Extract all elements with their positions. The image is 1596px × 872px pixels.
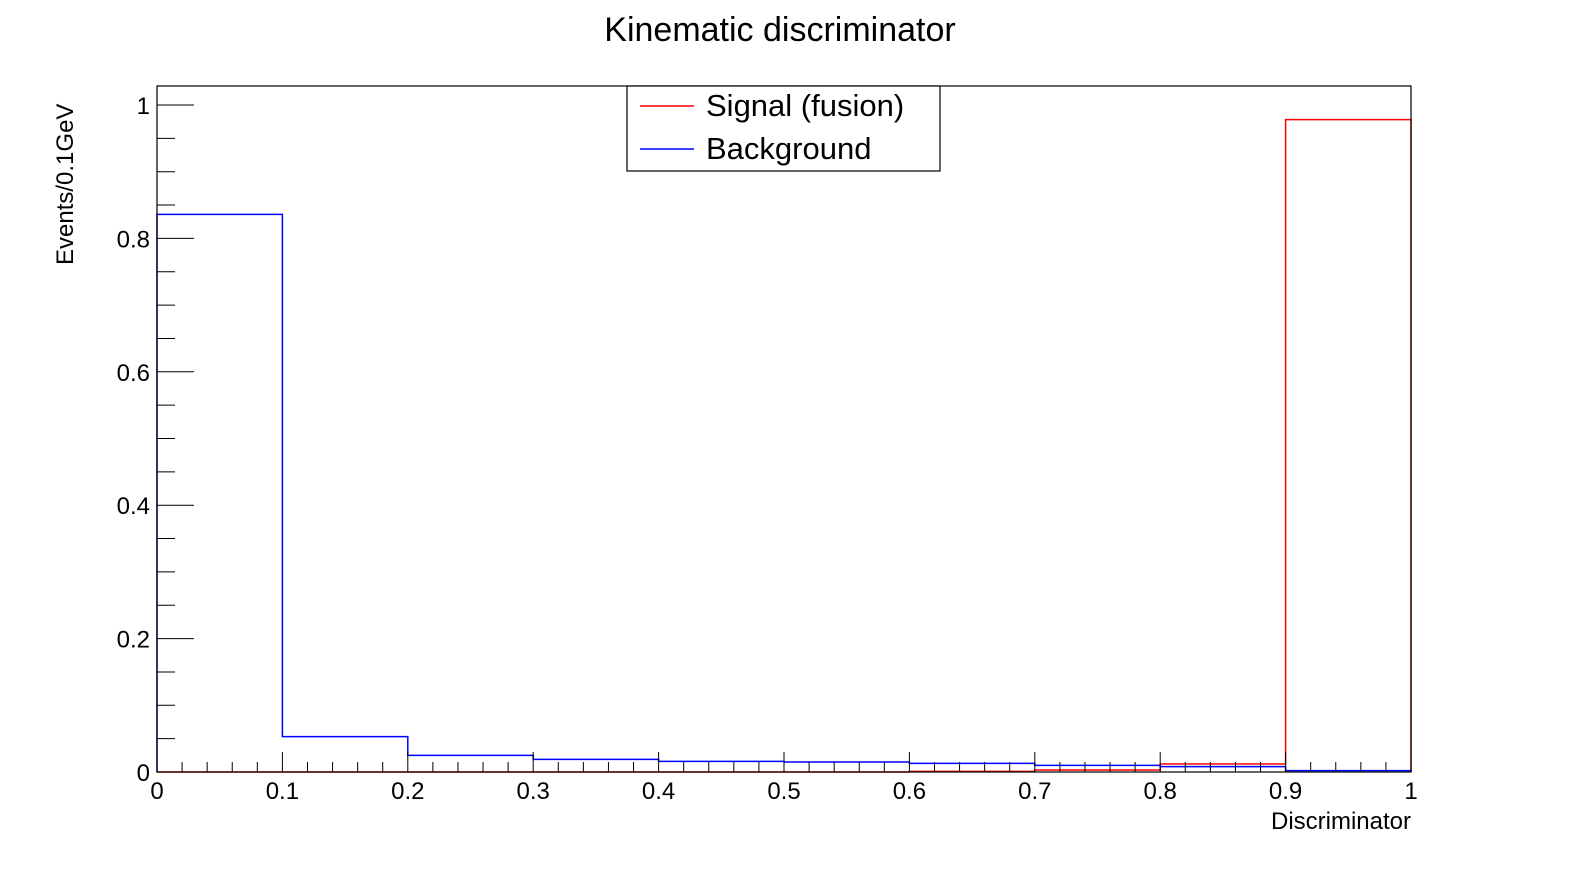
x-tick-label: 0.8 xyxy=(1144,778,1177,805)
x-tick-label: 0 xyxy=(150,778,163,805)
x-tick-label: 0.5 xyxy=(767,778,800,805)
series-signal-fusion-step xyxy=(157,118,1412,773)
x-tick-label: 0.7 xyxy=(1018,778,1051,805)
series-background-step xyxy=(156,213,1412,772)
y-tick-label: 1 xyxy=(137,93,150,120)
x-axis-title: Discriminator xyxy=(1271,808,1411,835)
x-tick-label: 0.9 xyxy=(1269,778,1302,805)
chart-title: Kinematic discriminator xyxy=(604,11,955,49)
y-tick-label: 0 xyxy=(137,760,150,787)
x-tick-label: 0.3 xyxy=(517,778,550,805)
x-tick-label: 0.1 xyxy=(266,778,299,805)
x-tick-label: 0.6 xyxy=(893,778,926,805)
x-tick-label: 0.4 xyxy=(642,778,675,805)
series-layer xyxy=(156,118,1412,773)
y-tick-label: 0.4 xyxy=(117,493,150,520)
legend-box xyxy=(626,85,941,172)
legend-background-label: Background xyxy=(706,131,871,166)
y-tick-label: 0.6 xyxy=(117,360,150,387)
y-axis-title: Events/0.1GeV xyxy=(52,104,79,265)
x-tick-label: 0.2 xyxy=(391,778,424,805)
plot-frame xyxy=(156,85,1412,773)
y-axis: 0 0.2 0.4 0.6 0.8 1 xyxy=(117,93,194,787)
x-axis: 0 0.1 0.2 0.3 0.4 0.5 0.6 0.7 0.8 0.9 1 xyxy=(150,752,1418,805)
legend: Signal (fusion) Background xyxy=(626,85,941,172)
legend-signal-label: Signal (fusion) xyxy=(706,88,904,123)
y-tick-label: 0.2 xyxy=(117,627,150,654)
x-tick-label: 1 xyxy=(1404,778,1417,805)
y-tick-label: 0.8 xyxy=(117,226,150,253)
